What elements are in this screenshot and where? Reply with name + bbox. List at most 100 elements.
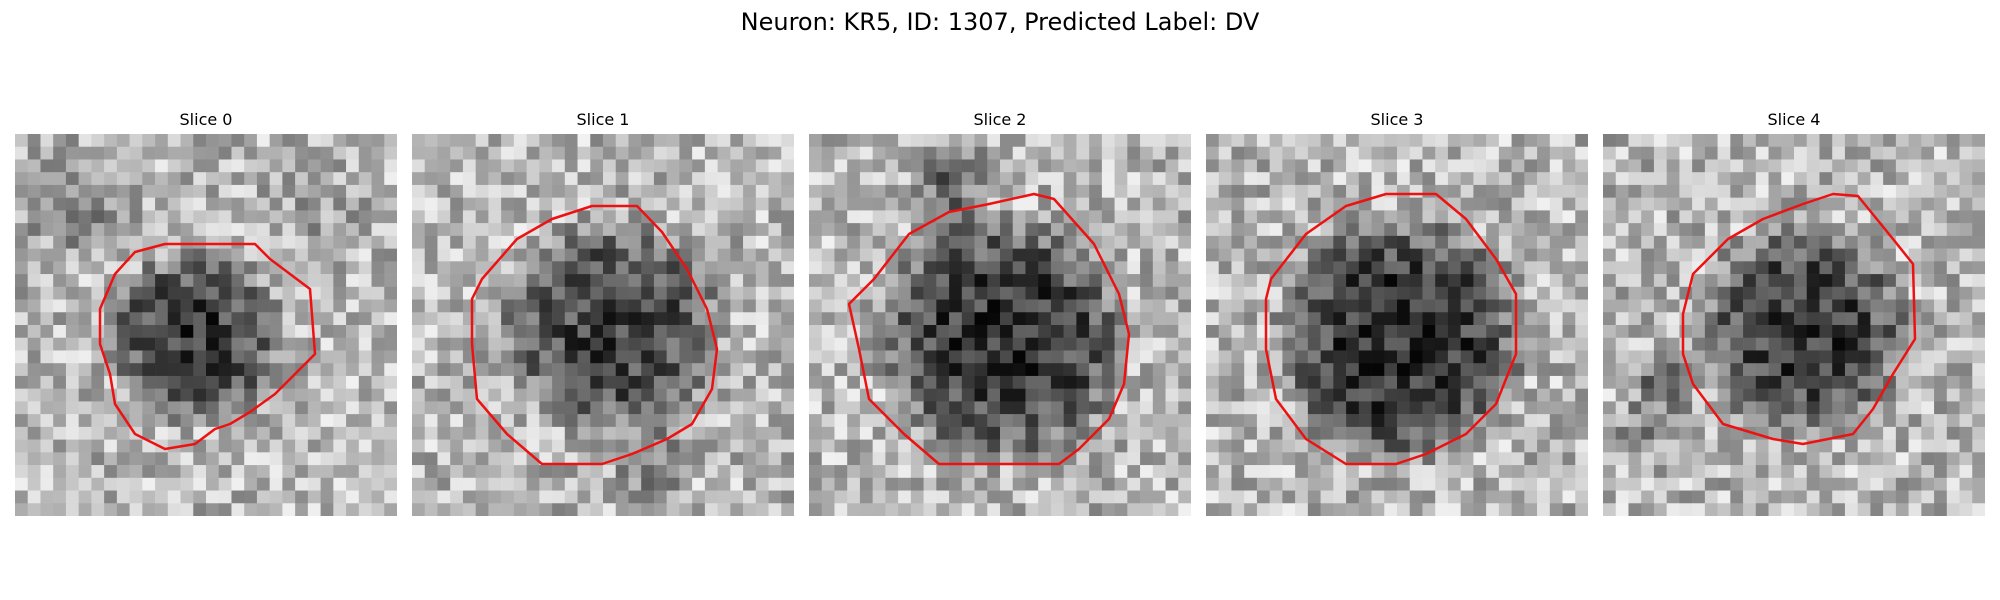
image-pixel [1320, 248, 1334, 262]
image-pixel [1895, 172, 1909, 186]
image-pixel [564, 426, 578, 440]
image-pixel [1562, 261, 1576, 275]
image-pixel [333, 172, 347, 186]
image-pixel [923, 223, 937, 237]
image-pixel [1794, 325, 1808, 339]
image-pixel [1549, 274, 1563, 288]
image-pixel [1870, 223, 1884, 237]
image-pixel [371, 426, 385, 440]
image-pixel [898, 299, 912, 313]
image-pixel [1511, 146, 1525, 160]
image-pixel [1768, 439, 1782, 453]
image-pixel [1921, 146, 1935, 160]
image-pixel [628, 388, 642, 402]
image-pixel [206, 286, 220, 300]
image-pixel [768, 248, 782, 262]
image-pixel [949, 146, 963, 160]
image-pixel [1641, 439, 1655, 453]
image-pixel [346, 210, 360, 224]
image-pixel [513, 401, 527, 415]
image-pixel [730, 388, 744, 402]
image-pixel [1857, 312, 1871, 326]
image-pixel [1140, 223, 1154, 237]
image-pixel [1025, 210, 1039, 224]
image-pixel [1422, 350, 1436, 364]
image-pixel [1460, 375, 1474, 389]
image-pixel [821, 235, 835, 249]
image-pixel [53, 503, 67, 516]
image-pixel [1819, 375, 1833, 389]
image-pixel [1447, 337, 1461, 351]
image-pixel [1857, 159, 1871, 173]
image-pixel [859, 465, 873, 479]
image-pixel [1346, 159, 1360, 173]
image-pixel [1206, 159, 1220, 173]
image-pixel [1435, 299, 1449, 313]
image-pixel [1628, 197, 1642, 211]
image-pixel [987, 375, 1001, 389]
image-pixel [628, 312, 642, 326]
image-pixel [142, 159, 156, 173]
image-pixel [15, 134, 29, 148]
image-pixel [1244, 172, 1258, 186]
image-pixel [1409, 414, 1423, 428]
image-pixel [539, 172, 553, 186]
image-pixel [1063, 375, 1077, 389]
image-pixel [346, 414, 360, 428]
image-pixel [1000, 210, 1014, 224]
image-pixel [1575, 388, 1588, 402]
image-pixel [910, 452, 924, 466]
image-pixel [1063, 159, 1077, 173]
image-pixel [1269, 286, 1283, 300]
image-pixel [333, 286, 347, 300]
image-pixel [488, 490, 502, 504]
image-pixel [53, 375, 67, 389]
image-pixel [539, 426, 553, 440]
image-pixel [1730, 465, 1744, 479]
image-pixel [1038, 503, 1052, 516]
image-pixel [768, 439, 782, 453]
image-pixel [424, 261, 438, 275]
image-pixel [1101, 235, 1115, 249]
image-pixel [1768, 134, 1782, 148]
image-pixel [603, 146, 617, 160]
image-pixel [1101, 223, 1115, 237]
image-pixel [129, 134, 143, 148]
image-pixel [501, 184, 515, 198]
image-pixel [1628, 235, 1642, 249]
image-pixel [256, 503, 270, 516]
image-pixel [244, 363, 258, 377]
image-pixel [1422, 439, 1436, 453]
image-pixel [15, 274, 29, 288]
image-pixel [269, 401, 283, 415]
image-pixel [1972, 414, 1985, 428]
image-pixel [1295, 337, 1309, 351]
image-pixel [1755, 337, 1769, 351]
image-pixel [462, 388, 476, 402]
image-pixel [142, 248, 156, 262]
image-pixel [1384, 274, 1398, 288]
image-pixel [1460, 134, 1474, 148]
image-pixel [65, 375, 79, 389]
image-pixel [949, 286, 963, 300]
image-pixel [1641, 503, 1655, 516]
image-pixel [923, 299, 937, 313]
image-pixel [1768, 375, 1782, 389]
image-pixel [1218, 197, 1232, 211]
image-pixel [1460, 248, 1474, 262]
image-pixel [564, 146, 578, 160]
image-pixel [1524, 350, 1538, 364]
image-pixel [218, 465, 232, 479]
image-pixel [809, 465, 823, 479]
image-pixel [180, 184, 194, 198]
image-pixel [15, 210, 29, 224]
image-pixel [615, 286, 629, 300]
image-pixel [1101, 248, 1115, 262]
image-pixel [821, 490, 835, 504]
image-pixel [1063, 172, 1077, 186]
image-pixel [704, 248, 718, 262]
image-pixel [1050, 375, 1064, 389]
image-pixel [1946, 312, 1960, 326]
image-pixel [653, 325, 667, 339]
image-pixel [730, 274, 744, 288]
